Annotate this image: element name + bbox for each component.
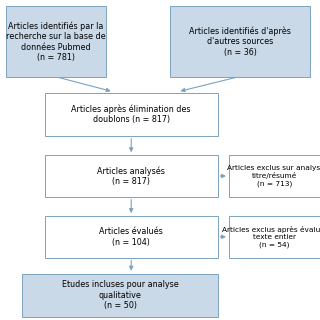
Text: Articles exclus sur analys-
titre/résumé
(n = 713): Articles exclus sur analys- titre/résumé… [227,165,320,187]
FancyBboxPatch shape [6,6,106,77]
FancyBboxPatch shape [45,155,218,197]
FancyBboxPatch shape [229,155,320,197]
Text: Articles évalués
(n = 104): Articles évalués (n = 104) [99,227,163,246]
FancyBboxPatch shape [229,216,320,258]
Text: Articles identifiés d'après
d'autres sources
(n = 36): Articles identifiés d'après d'autres sou… [189,27,291,57]
FancyBboxPatch shape [22,274,218,317]
Text: Etudes incluses pour analyse
qualitative
(n = 50): Etudes incluses pour analyse qualitative… [62,280,178,310]
Text: Articles exclus après évalua-
texte entier
(n = 54): Articles exclus après évalua- texte enti… [222,226,320,248]
FancyBboxPatch shape [45,93,218,136]
FancyBboxPatch shape [45,216,218,258]
Text: Articles identifiés par la
recherche sur la base de
données Pubmed
(n = 781): Articles identifiés par la recherche sur… [6,21,106,62]
FancyBboxPatch shape [170,6,310,77]
Text: Articles analysés
(n = 817): Articles analysés (n = 817) [97,166,165,186]
Text: Articles après élimination des
doublons (n = 817): Articles après élimination des doublons … [71,104,191,124]
